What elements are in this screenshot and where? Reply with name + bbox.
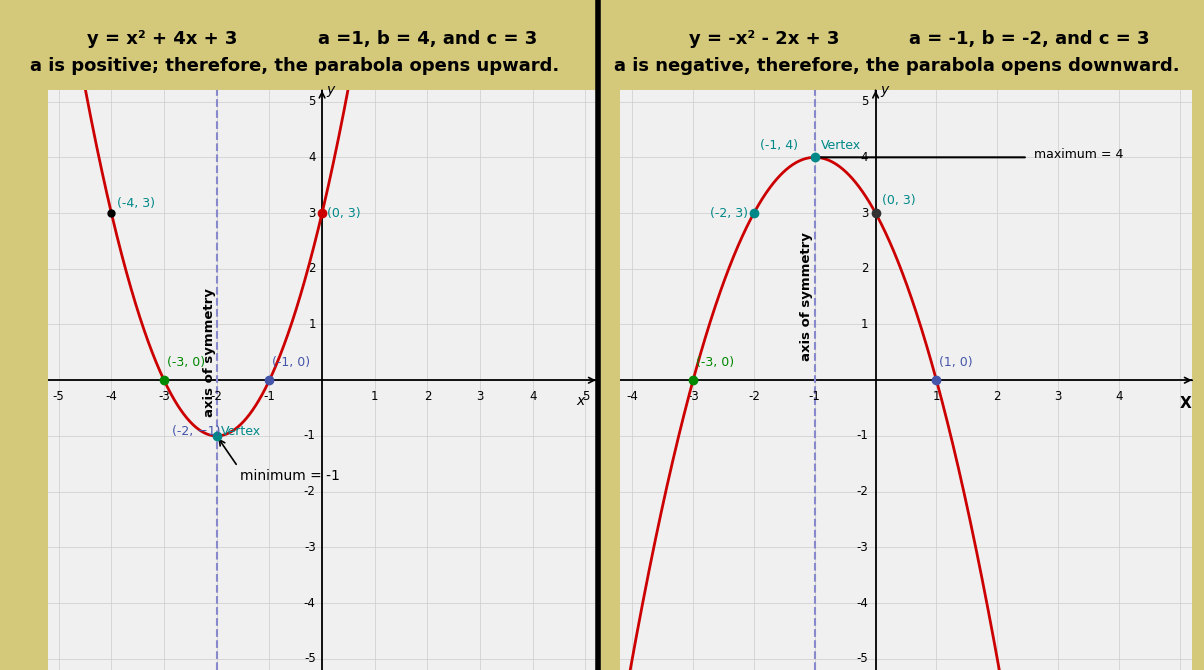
Text: (0, 3): (0, 3) (881, 194, 915, 208)
Text: 3: 3 (861, 206, 868, 220)
Text: 1: 1 (933, 390, 940, 403)
Text: (0, 3): (0, 3) (327, 206, 361, 220)
Text: 3: 3 (1055, 390, 1062, 403)
Text: y: y (880, 83, 889, 97)
Text: 2: 2 (993, 390, 1001, 403)
Text: -5: -5 (856, 653, 868, 665)
Text: axis of symmetry: axis of symmetry (801, 232, 814, 361)
Text: 4: 4 (529, 390, 537, 403)
Text: (-1, 4): (-1, 4) (760, 139, 798, 151)
Text: x: x (576, 394, 584, 408)
Text: -2: -2 (303, 485, 315, 498)
Text: -4: -4 (303, 596, 315, 610)
Text: y = -x² - 2x + 3: y = -x² - 2x + 3 (690, 30, 839, 48)
Text: (-3, 0): (-3, 0) (696, 356, 734, 369)
Text: (-4, 3): (-4, 3) (117, 197, 154, 210)
Text: 3: 3 (477, 390, 484, 403)
Text: -1: -1 (856, 429, 868, 442)
Text: (1, 0): (1, 0) (939, 356, 973, 369)
Text: y = x² + 4x + 3: y = x² + 4x + 3 (88, 30, 237, 48)
Text: 1: 1 (308, 318, 315, 331)
Text: (-2, −1): (-2, −1) (172, 425, 220, 438)
Text: X: X (1180, 396, 1192, 411)
Text: -4: -4 (626, 390, 638, 403)
Text: 3: 3 (308, 206, 315, 220)
Text: 4: 4 (308, 151, 315, 164)
Text: (-1, 0): (-1, 0) (272, 356, 311, 369)
Text: a = -1, b = -2, and c = 3: a = -1, b = -2, and c = 3 (909, 30, 1150, 48)
Text: Vertex: Vertex (222, 425, 261, 438)
Text: -2: -2 (211, 390, 223, 403)
Text: -3: -3 (687, 390, 700, 403)
Text: (-2, 3): (-2, 3) (710, 206, 748, 220)
Text: maximum = 4: maximum = 4 (1034, 148, 1123, 161)
Text: axis of symmetry: axis of symmetry (203, 288, 217, 417)
Text: y: y (326, 83, 334, 97)
Text: -1: -1 (264, 390, 276, 403)
Text: a is negative, therefore, the parabola opens downward.: a is negative, therefore, the parabola o… (614, 57, 1180, 75)
Text: -3: -3 (158, 390, 170, 403)
Text: -1: -1 (809, 390, 821, 403)
Text: -5: -5 (53, 390, 65, 403)
Text: (-3, 0): (-3, 0) (166, 356, 205, 369)
Text: -1: -1 (303, 429, 315, 442)
Text: 2: 2 (424, 390, 431, 403)
Text: 1: 1 (861, 318, 868, 331)
Text: 5: 5 (861, 95, 868, 108)
Text: -3: -3 (856, 541, 868, 554)
Text: -2: -2 (748, 390, 760, 403)
Text: minimum = -1: minimum = -1 (241, 470, 341, 483)
Text: a is positive; therefore, the parabola opens upward.: a is positive; therefore, the parabola o… (30, 57, 560, 75)
Text: 5: 5 (582, 390, 589, 403)
Text: 4: 4 (861, 151, 868, 164)
Text: 1: 1 (371, 390, 378, 403)
Text: -4: -4 (856, 596, 868, 610)
Text: -4: -4 (106, 390, 117, 403)
Text: -2: -2 (856, 485, 868, 498)
Text: 2: 2 (308, 262, 315, 275)
Text: 5: 5 (308, 95, 315, 108)
Text: 2: 2 (861, 262, 868, 275)
Text: -3: -3 (303, 541, 315, 554)
Text: a =1, b = 4, and c = 3: a =1, b = 4, and c = 3 (318, 30, 537, 48)
Text: -5: -5 (303, 653, 315, 665)
Text: 4: 4 (1115, 390, 1122, 403)
Text: Vertex: Vertex (821, 139, 861, 151)
